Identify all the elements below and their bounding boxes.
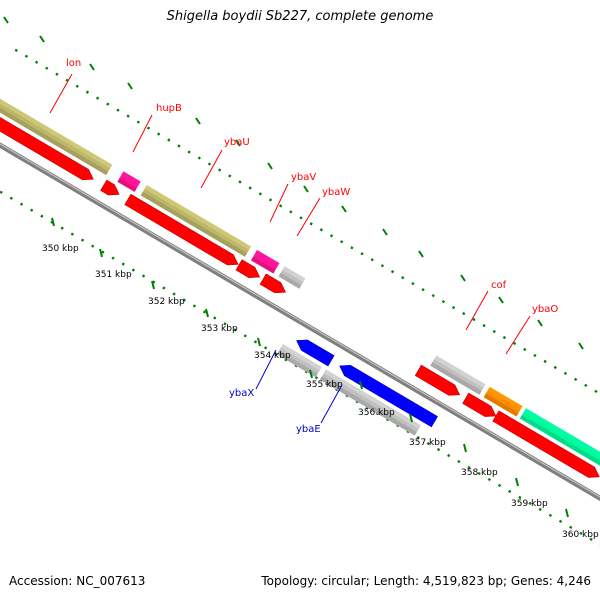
tick-mark-axis xyxy=(257,337,261,347)
dotted-track-lines xyxy=(0,48,600,546)
ybaW-gene-box xyxy=(278,266,306,289)
tick-mark-axis xyxy=(359,380,363,390)
tick-label: 353 kbp xyxy=(201,324,238,334)
gene-label: ybaV xyxy=(291,172,316,183)
genome-summary-text: Topology: circular; Length: 4,519,823 bp… xyxy=(261,574,591,588)
tick-mark-axis xyxy=(463,443,467,453)
backbone-line xyxy=(0,142,600,502)
tick-label: 352 kbp xyxy=(148,297,185,307)
tick-label: 357 kbp xyxy=(409,438,446,448)
gene-label-leader xyxy=(132,114,153,153)
ybaU-gene-box xyxy=(140,185,252,257)
tick-mark-major xyxy=(537,319,543,327)
gene-label: ybaX xyxy=(229,388,254,399)
backbone-highlight xyxy=(0,143,600,498)
gene-label: lon xyxy=(66,58,81,69)
gene-label-leader xyxy=(505,315,531,355)
lon-cds-arrow xyxy=(0,106,94,181)
map-title: Shigella boydii Sb227, complete genome xyxy=(166,9,434,24)
tick-label: 355 kbp xyxy=(306,380,343,390)
lon-gene-box xyxy=(0,92,113,176)
ybaO-cds-arrow xyxy=(462,392,497,417)
tick-mark-major xyxy=(382,228,388,236)
hupB-gene-box xyxy=(117,171,141,192)
tick-mark-axis xyxy=(565,508,569,518)
feature-layer xyxy=(0,92,600,479)
gene-label: hupB xyxy=(156,103,182,114)
tick-mark-major xyxy=(127,82,133,90)
dotted-track-line xyxy=(14,48,600,396)
tick-mark-major xyxy=(39,35,45,43)
gene-label-leader xyxy=(465,290,489,331)
cof-cds-arrow xyxy=(414,364,461,396)
tick-mark-major xyxy=(195,117,201,125)
tick-mark-axis xyxy=(515,477,519,487)
tick-mark-axis xyxy=(205,308,209,318)
ybaX-cds-arrow xyxy=(296,339,335,367)
tick-label: 356 kbp xyxy=(358,408,395,418)
tick-mark-axis xyxy=(51,217,55,227)
gene-label-leader xyxy=(255,349,277,390)
tick-mark-major xyxy=(460,274,466,282)
tick-mark-major xyxy=(418,250,424,258)
gene-label: ybaE xyxy=(296,424,321,435)
ybaO-neighbor-cds-arrow xyxy=(492,410,600,478)
feature-group xyxy=(0,92,600,479)
tick-label: 350 kbp xyxy=(42,244,79,254)
ybaV-gene-box xyxy=(250,249,280,274)
ybaV-cds-arrow xyxy=(235,259,261,278)
tick-mark-major xyxy=(498,296,504,304)
cof-gene-box xyxy=(430,355,486,395)
tick-mark-major xyxy=(578,342,584,350)
tick-label: 358 kbp xyxy=(461,468,498,478)
genome-backbone xyxy=(0,142,600,502)
tick-mark-axis xyxy=(409,413,413,423)
gene-label-leader xyxy=(296,197,321,237)
tick-mark-major xyxy=(235,139,241,147)
ybaX-gene-box xyxy=(276,344,322,378)
tick-mark-axis xyxy=(99,248,103,258)
ybaE-gene-box xyxy=(319,369,421,436)
ybaW-cds-arrow xyxy=(259,273,287,294)
ybaE-cds-arrow xyxy=(339,364,438,428)
tick-label: 359 kbp xyxy=(511,499,548,509)
tick-mark-axis xyxy=(309,369,313,379)
gene-label: cof xyxy=(491,280,507,291)
ybaU-cds-arrow xyxy=(124,193,239,266)
gene-label-layer: lon hupB ybaU ybaV ybaW cof ybaO ybaX ybaE xyxy=(49,58,558,435)
gene-label-leader xyxy=(49,73,73,114)
tick-mark-major xyxy=(267,162,273,170)
gene-label: ybaW xyxy=(322,187,350,198)
accession-text: Accession: NC_007613 xyxy=(9,574,146,588)
gene-label-leader xyxy=(200,149,223,189)
ybaO-neighbor-gene-box xyxy=(519,408,600,479)
tick-mark-major xyxy=(89,63,95,71)
ybaO-gene-box xyxy=(483,386,523,417)
tick-mark-major xyxy=(303,185,309,193)
tick-label: 351 kbp xyxy=(95,270,132,280)
gene-label-leader xyxy=(269,183,289,223)
gene-label: ybaU xyxy=(224,137,250,148)
tick-mark-axis xyxy=(151,280,155,290)
tick-mark-major xyxy=(3,16,9,24)
gene-label: ybaO xyxy=(532,304,558,315)
tick-label: 360 kbp xyxy=(562,530,599,540)
gene-label-leader xyxy=(320,384,343,424)
hupB-cds-arrow xyxy=(100,179,120,196)
tick-mark-major xyxy=(341,205,347,213)
